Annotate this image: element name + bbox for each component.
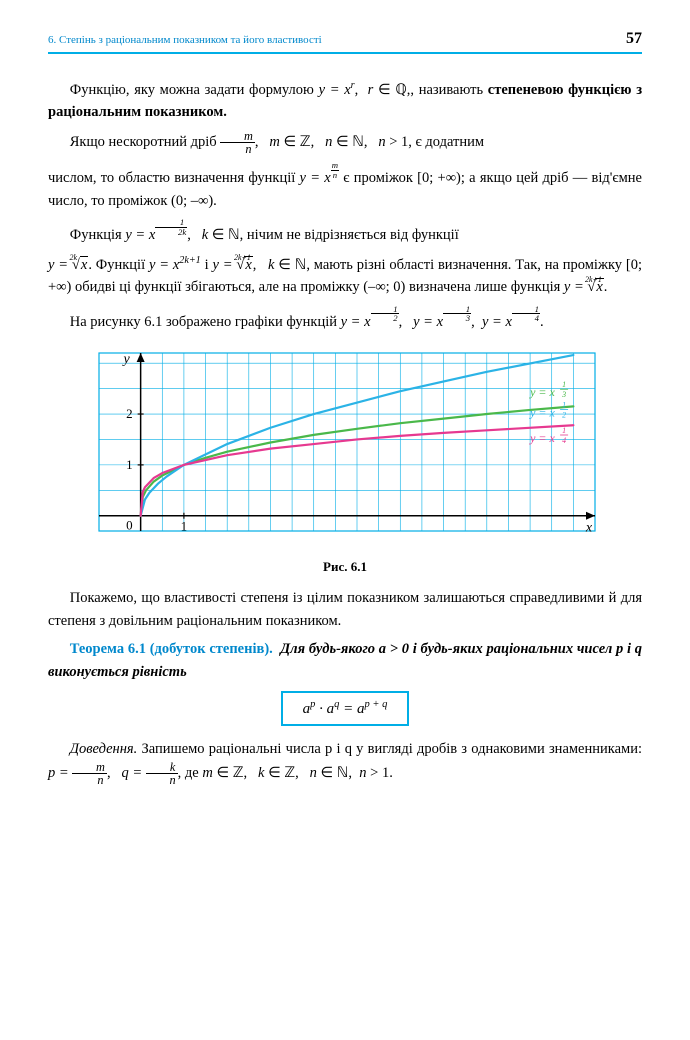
svg-text:4: 4 bbox=[562, 436, 566, 445]
svg-text:y: y bbox=[122, 352, 131, 367]
svg-text:1: 1 bbox=[181, 519, 188, 534]
svg-text:0: 0 bbox=[126, 518, 133, 533]
svg-text:y = x: y = x bbox=[529, 385, 555, 399]
svg-text:y = x: y = x bbox=[529, 431, 555, 445]
formula-a3: a bbox=[357, 701, 365, 717]
paragraph-6: На рисунку 6.1 зображено графіки функцій… bbox=[48, 305, 642, 334]
figure-caption: Рис. 6.1 bbox=[48, 559, 642, 575]
page-header: 6. Степінь з раціональним показником та … bbox=[48, 30, 642, 54]
paragraph-5: y = 2kx. Функції y = x2k+1 і y = 2k+1x, … bbox=[48, 253, 642, 299]
svg-text:x: x bbox=[585, 521, 593, 536]
p5-a: . Функції bbox=[88, 257, 149, 273]
formula-box: ap · aq = ap + q bbox=[281, 691, 410, 726]
paragraph-7: Покажемо, що властивості степеня із ціли… bbox=[48, 587, 642, 632]
svg-text:1: 1 bbox=[562, 426, 566, 435]
p1-text-a: Функцію, яку можна задати формулою bbox=[70, 82, 319, 98]
p2-b: , є додатним bbox=[408, 134, 484, 150]
paragraph-3: числом, то областю визначення функції y … bbox=[48, 161, 642, 212]
formula-eq: = bbox=[339, 701, 357, 717]
p1-text-b: , називають bbox=[410, 82, 487, 98]
paragraph-2: Якщо нескоротний дріб mn, m ∈ ℤ, n ∈ ℕ, … bbox=[48, 130, 642, 156]
paragraph-4: Функція y = x12k, k ∈ ℕ, нічим не відріз… bbox=[48, 218, 642, 247]
p3-a: числом, то областю визначення функції bbox=[48, 170, 300, 186]
paragraph-1: Функцію, яку можна задати формулою y = x… bbox=[48, 78, 642, 124]
svg-text:y = x: y = x bbox=[529, 406, 555, 420]
figure-6-1: 0112yxy = x13y = x12y = x14 bbox=[85, 345, 605, 553]
svg-text:2: 2 bbox=[126, 406, 133, 421]
p4-a: Функція bbox=[70, 227, 126, 243]
section-title: 6. Степінь з раціональним показником та … bbox=[48, 34, 322, 46]
chart-svg: 0112yxy = x13y = x12y = x14 bbox=[85, 345, 605, 553]
svg-text:1: 1 bbox=[562, 401, 566, 410]
proof: Доведення. Запишемо раціональні числа p … bbox=[48, 738, 642, 786]
p6-a: На рисунку 6.1 зображено графіки функцій bbox=[70, 314, 341, 330]
proof-b: , де bbox=[178, 765, 203, 781]
formula-dot: · bbox=[315, 701, 326, 717]
proof-a: Запишемо раціональні числа p і q у вигля… bbox=[137, 741, 642, 757]
proof-label: Доведення. bbox=[70, 741, 138, 757]
svg-text:3: 3 bbox=[561, 390, 566, 399]
svg-text:1: 1 bbox=[562, 380, 566, 389]
svg-text:1: 1 bbox=[126, 457, 133, 472]
p4-b: , нічим не відрізняється від функції bbox=[240, 227, 459, 243]
svg-text:2: 2 bbox=[562, 411, 566, 420]
theorem-6-1: Теорема 6.1 (добуток степенів). Для будь… bbox=[48, 638, 642, 683]
formula-pq: p + q bbox=[365, 699, 388, 710]
page-number: 57 bbox=[626, 30, 642, 48]
p2-a: Якщо нескоротний дріб bbox=[70, 134, 221, 150]
p5-b: і bbox=[201, 257, 213, 273]
theorem-label: Теорема 6.1 (добуток степенів). bbox=[70, 641, 273, 657]
